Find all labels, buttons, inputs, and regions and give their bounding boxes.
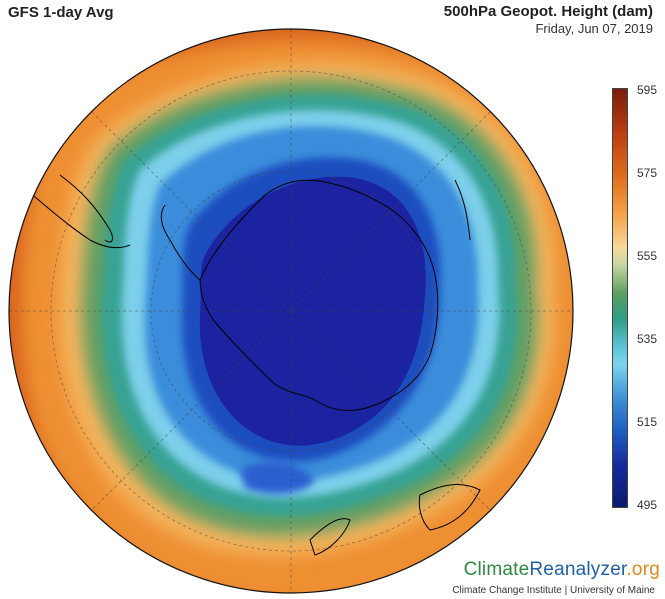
logo-part-org: .org [626, 559, 660, 580]
height-field [9, 29, 573, 593]
logo-part-climate: Climate [463, 559, 530, 580]
logo-subtitle: Climate Change Institute | University of… [452, 585, 655, 596]
globe-outline [8, 28, 574, 594]
colorbar-tick: 575 [637, 166, 658, 180]
colorbar-tick: 515 [637, 415, 658, 429]
graticule [9, 29, 573, 593]
title-block: 500hPa Geopot. Height (dam) Friday, Jun … [444, 3, 653, 36]
variable-title: 500hPa Geopot. Height (dam) [443, 3, 653, 20]
polar-map [8, 28, 574, 594]
logo-part-reanalyzer: Reanalyzer [529, 559, 627, 580]
left-title: GFS 1-day Avg [8, 4, 114, 21]
colorbar [612, 88, 628, 508]
colorbar-tick: 595 [637, 83, 658, 97]
climate-reanalyzer-logo[interactable]: ClimateReanalyzer.org [464, 559, 660, 581]
colorbar-tick: 495 [637, 498, 658, 512]
date-label: Friday, Jun 07, 2019 [535, 21, 653, 36]
colorbar-tick: 555 [637, 249, 658, 263]
colorbar-tick: 535 [637, 332, 658, 346]
